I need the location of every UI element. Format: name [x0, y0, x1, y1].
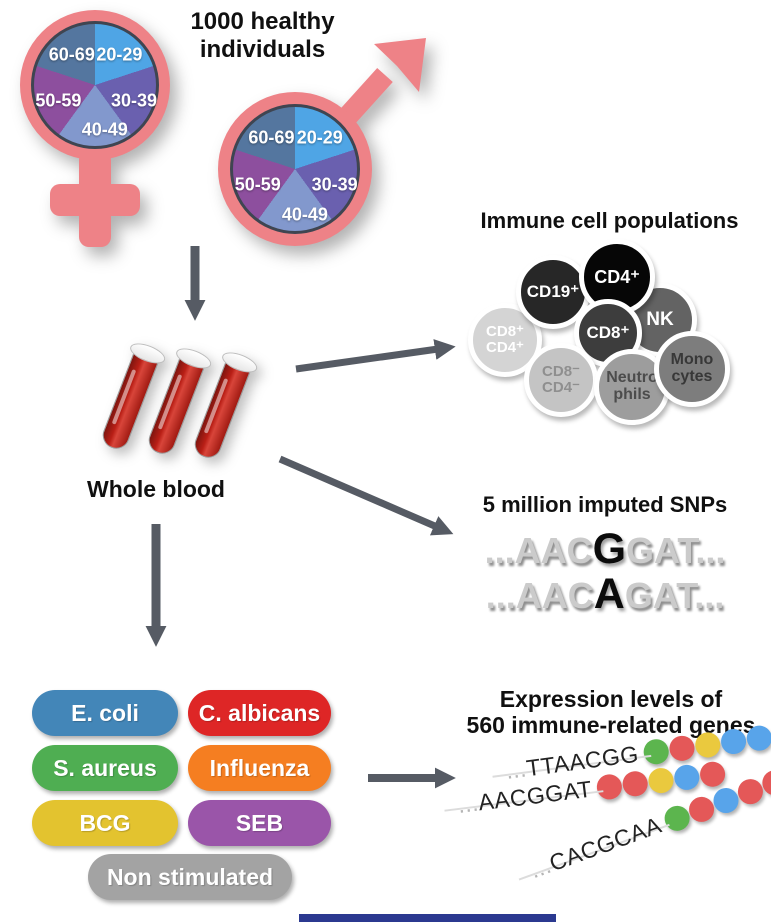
snp-sequences: ...AACGGAT... ...AACAGAT... [438, 527, 771, 617]
expression-title-line1: Expression levels of [499, 686, 723, 712]
pill-label: C. albicans [198, 699, 321, 726]
cell-label: Mono [670, 351, 714, 369]
pill-label: BCG [79, 809, 131, 836]
pill-label: Influenza [209, 754, 310, 781]
expression-dot [667, 734, 696, 763]
expression-dot [744, 724, 771, 753]
snp-sequence-row: ...AACGGAT... [438, 527, 771, 572]
snps-title: 5 million imputed SNPs [482, 492, 728, 517]
snp-sequence-row: ...AACAGAT... [438, 572, 771, 617]
pie-label-60-69: 60-69 [48, 44, 95, 64]
snp-allele: G [592, 525, 627, 573]
seq-pre: ...AAC [484, 530, 593, 571]
seq-post: GAT... [626, 530, 726, 571]
expression-dot [693, 730, 722, 760]
cell-label: CD8⁺ [586, 323, 630, 343]
expression-dot [672, 763, 701, 792]
pie-label-30-39: 30-39 [111, 90, 158, 111]
expression-dot [621, 769, 650, 798]
whole-blood-label: Whole blood [87, 476, 225, 502]
cell-label: CD19⁺ [526, 282, 580, 302]
pill-label: SEB [235, 809, 284, 836]
cell-monocytes: Mono cytes [654, 331, 730, 407]
pie-label-50-59: 50-59 [35, 90, 82, 111]
headline: 1000 healthy individuals [190, 8, 335, 63]
bottom-blue-bar [299, 914, 556, 922]
cell-label: CD4⁻ [542, 379, 580, 396]
cell-label: Neutro [606, 369, 658, 387]
female-age-pie-chart: 20-29 30-39 40-49 50-59 60-69 [31, 21, 159, 149]
snp-allele: A [593, 570, 625, 618]
stimulus-non-stimulated: Non stimulated [88, 854, 292, 900]
pie-label-50-59: 50-59 [234, 174, 281, 195]
male-age-pie-chart: 20-29 30-39 40-49 50-59 60-69 [230, 104, 360, 234]
pie-label-40-49: 40-49 [81, 119, 128, 140]
cell-label: CD4⁺ [486, 339, 524, 356]
cell-label: NK [646, 309, 674, 331]
cell-label: CD8⁺ [486, 323, 524, 341]
cell-label: phils [613, 386, 651, 403]
cell-label: cytes [671, 368, 713, 385]
stimulus-influenza: Influenza [188, 745, 331, 791]
arrow-blood-to-snps [278, 455, 454, 536]
stimulus-s-aureus: S. aureus [32, 745, 178, 791]
male-arrow-icon [340, 38, 426, 124]
pie-label-20-29: 20-29 [96, 44, 143, 64]
arrow-blood-to-immune-cells [295, 339, 456, 373]
pill-label: Non stimulated [106, 863, 274, 890]
pill-label: E. coli [71, 699, 139, 726]
stimulus-seb: SEB [188, 800, 331, 846]
expression-dot [595, 772, 624, 801]
expression-dot [641, 737, 670, 766]
pill-label: S. aureus [53, 754, 157, 781]
seq-post: GAT... [624, 575, 725, 616]
seq-pre: ...AAC [485, 575, 594, 616]
female-cross-horizontal [50, 184, 140, 216]
cell-label: CD4⁺ [594, 266, 640, 287]
pie-label-30-39: 30-39 [311, 174, 358, 195]
expression-dot [646, 766, 675, 795]
immune-cells-title: Immune cell populations [480, 208, 739, 233]
expression-dot [698, 760, 727, 789]
cell-cd8neg-cd4neg: CD8⁻ CD4⁻ [524, 343, 598, 417]
stimulus-e-coli: E. coli [32, 690, 178, 736]
pie-label-40-49: 40-49 [281, 204, 328, 225]
cell-label: CD8⁻ [542, 363, 580, 381]
strand-letters: CACGCAA [545, 811, 665, 877]
pie-label-60-69: 60-69 [248, 127, 295, 148]
pie-label-20-29: 20-29 [296, 127, 343, 148]
strand-letters: AACGGAT [476, 775, 594, 816]
expression-dot [719, 727, 748, 756]
strand-sequence: ...CACGCAA [526, 812, 665, 885]
stimulus-c-albicans: C. albicans [188, 690, 331, 736]
stimulus-bcg: BCG [32, 800, 178, 846]
